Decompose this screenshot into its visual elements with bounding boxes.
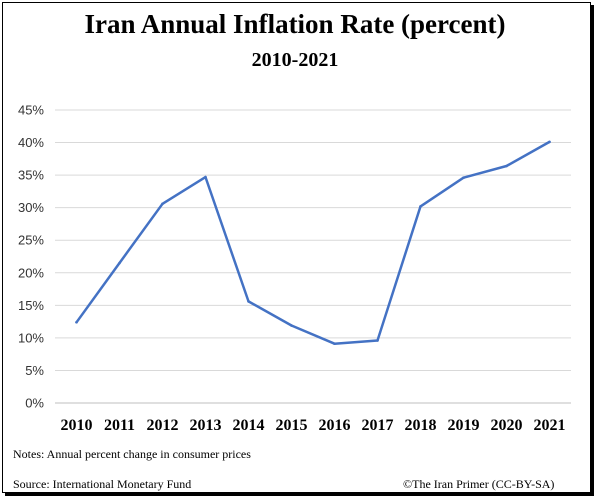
y-tick-label: 30% bbox=[18, 200, 44, 215]
data-point bbox=[247, 300, 250, 303]
data-point bbox=[204, 175, 207, 179]
x-tick-label: 2015 bbox=[276, 417, 308, 434]
x-tick-label: 2017 bbox=[362, 417, 394, 434]
y-tick-label: 15% bbox=[18, 298, 44, 313]
chart-frame bbox=[2, 2, 591, 493]
data-point bbox=[376, 339, 379, 342]
data-point bbox=[462, 176, 465, 180]
x-tick-label: 2013 bbox=[190, 417, 222, 434]
y-tick-label: 5% bbox=[25, 363, 44, 378]
data-point bbox=[419, 205, 422, 208]
x-tick-label: 2011 bbox=[104, 417, 135, 434]
data-point bbox=[75, 320, 78, 324]
y-tick-label: 10% bbox=[18, 330, 44, 345]
series-layer bbox=[75, 140, 551, 346]
y-tick-label: 0% bbox=[25, 396, 44, 411]
data-point bbox=[118, 261, 121, 265]
x-tick-label: 2021 bbox=[534, 417, 566, 434]
data-point bbox=[333, 342, 336, 346]
chart-title: Iran Annual Inflation Rate (percent) bbox=[84, 9, 506, 39]
y-tick-label: 25% bbox=[18, 233, 44, 248]
data-point bbox=[290, 324, 293, 327]
x-tick-label: 2018 bbox=[405, 417, 437, 434]
x-axis-ticks: 2010 2011 2012 2013 2014 2015 2016 2017 2018 2019… bbox=[61, 417, 566, 434]
x-tick-label: 2019 bbox=[448, 417, 480, 434]
data-point bbox=[548, 140, 551, 144]
x-tick-label: 2016 bbox=[319, 417, 351, 434]
data-point bbox=[505, 164, 508, 168]
y-tick-label: 35% bbox=[18, 168, 44, 183]
y-tick-label: 40% bbox=[18, 135, 44, 150]
y-tick-label: 20% bbox=[18, 265, 44, 280]
x-tick-label: 2020 bbox=[491, 417, 523, 434]
chart-credit: ©The Iran Primer (CC-BY-SA) bbox=[403, 477, 555, 491]
data-point bbox=[161, 202, 164, 206]
x-tick-label: 2014 bbox=[233, 417, 265, 434]
y-axis-ticks: 0% 5% 10% 15% 20% 25% 30% 35% 40% 45% bbox=[18, 103, 44, 411]
x-tick-label: 2012 bbox=[147, 417, 179, 434]
chart-source: Source: International Monetary Fund bbox=[13, 477, 192, 491]
chart-notes: Notes: Annual percent change in consumer… bbox=[13, 447, 251, 461]
y-tick-label: 45% bbox=[18, 103, 44, 118]
chart-subtitle: 2010-2021 bbox=[251, 49, 339, 71]
gridlines bbox=[55, 109, 571, 404]
x-tick-label: 2010 bbox=[61, 417, 93, 434]
series-line bbox=[75, 140, 551, 345]
